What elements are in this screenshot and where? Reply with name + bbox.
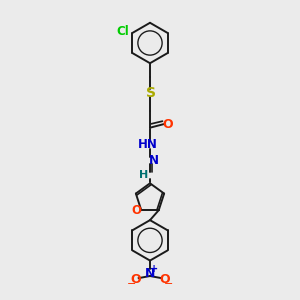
Text: H: H — [139, 170, 148, 180]
Text: −: − — [127, 279, 136, 289]
Text: −: − — [164, 279, 173, 289]
Text: O: O — [162, 118, 172, 130]
Text: O: O — [131, 204, 142, 217]
Text: Cl: Cl — [117, 25, 129, 38]
Text: +: + — [150, 264, 158, 274]
Text: O: O — [159, 273, 169, 286]
Text: HN: HN — [138, 138, 158, 152]
Text: S: S — [146, 86, 156, 100]
Text: O: O — [130, 273, 141, 286]
Text: N: N — [145, 266, 155, 280]
Text: N: N — [148, 154, 159, 167]
